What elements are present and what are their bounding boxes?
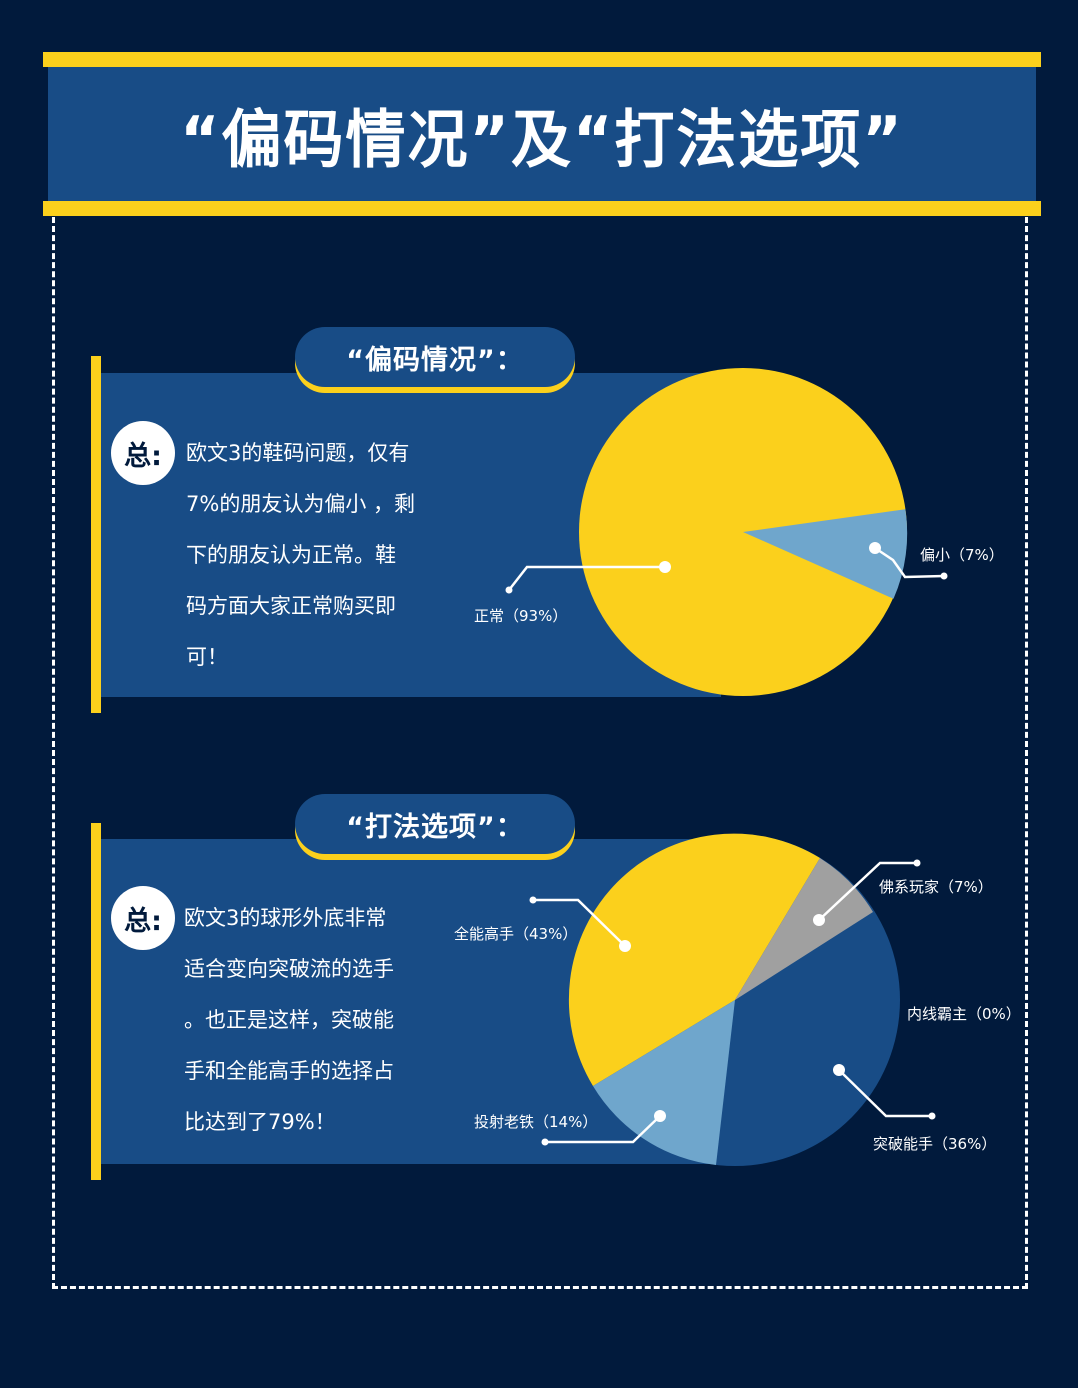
callout-line-breakthrough (838, 1069, 932, 1118)
callout-end-small (940, 572, 948, 580)
callout-dot-normal (659, 561, 671, 573)
callout-dot-all-round (619, 940, 631, 952)
summary-line: 欧文3的鞋码问题，仅有 (186, 441, 410, 465)
section-title: “打法选项”： (346, 811, 524, 843)
callout-line-all-round (533, 898, 626, 947)
dashed-frame (52, 217, 1028, 1289)
callout-dot-casual (813, 914, 825, 926)
section-title-pill: “打法选项”： (295, 794, 575, 854)
summary-text: 欧文3的球形外底非常 适合变向突破流的选手 。也正是这样，突破能 手和全能高手的… (184, 893, 420, 1148)
summary-line: 欧文3的球形外底非常 (184, 906, 387, 930)
callout-line-small (874, 546, 945, 579)
accent-bar (91, 356, 101, 713)
callout-line-shooter (545, 1115, 661, 1144)
banner-bottom-bar (43, 201, 1041, 216)
pie-slice-casual (735, 858, 873, 1000)
summary-text: 欧文3的鞋码问题，仅有 7%的朋友认为偏小 ，剩 下的朋友认为正常。鞋 码方面大… (186, 428, 422, 683)
callout-end-breakthrough (928, 1112, 936, 1120)
summary-line: 适合变向突破流的选手 (184, 957, 394, 981)
callout-dot-shooter (654, 1110, 666, 1122)
callout-end-normal (505, 586, 513, 594)
accent-bar (91, 823, 101, 1180)
summary-line: 比达到了79%！ (184, 1110, 336, 1134)
summary-line: 手和全能高手的选择占 (184, 1059, 394, 1083)
badge-label: 总: (124, 905, 162, 937)
summary-line: 7%的朋友认为偏小 ，剩 (186, 492, 415, 516)
summary-line: 可！ (186, 645, 228, 669)
label-all-round: 全能高手（43%） (454, 925, 577, 943)
badge-label: 总: (124, 440, 162, 472)
pie-slice-shooter (593, 1000, 735, 1165)
pie-slice-small (743, 509, 908, 599)
callout-dot-breakthrough (833, 1064, 845, 1076)
label-breakthrough: 突破能手（36%） (873, 1135, 996, 1153)
label-normal: 正常（93%） (474, 607, 567, 625)
summary-badge: 总: (111, 421, 175, 485)
callout-dot-small (869, 542, 881, 554)
callout-line-normal (508, 565, 665, 591)
banner-top-bar (43, 52, 1041, 67)
callout-line-casual (818, 861, 917, 921)
label-shooter: 投射老铁（14%） (474, 1113, 597, 1131)
pie-slice-all-round (568, 833, 820, 1086)
summary-line: 码方面大家正常购买即 (186, 594, 396, 618)
callout-end-all-round (529, 896, 537, 904)
header-banner: “偏码情况”及“打法选项” (48, 67, 1036, 201)
label-small: 偏小（7%） (920, 546, 1004, 564)
label-inside: 内线霸主（0%） (907, 1005, 1021, 1023)
summary-badge: 总: (111, 886, 175, 950)
section-title: “偏码情况”： (346, 344, 524, 376)
summary-line: 下的朋友认为正常。鞋 (186, 543, 396, 567)
label-casual: 佛系玩家（7%） (879, 878, 993, 896)
callout-end-shooter (541, 1138, 549, 1146)
page-title: “偏码情况”及“打法选项” (180, 103, 904, 177)
summary-line: 。也正是这样，突破能 (184, 1008, 394, 1032)
section-title-pill: “偏码情况”： (295, 327, 575, 387)
callout-end-casual (913, 859, 921, 867)
